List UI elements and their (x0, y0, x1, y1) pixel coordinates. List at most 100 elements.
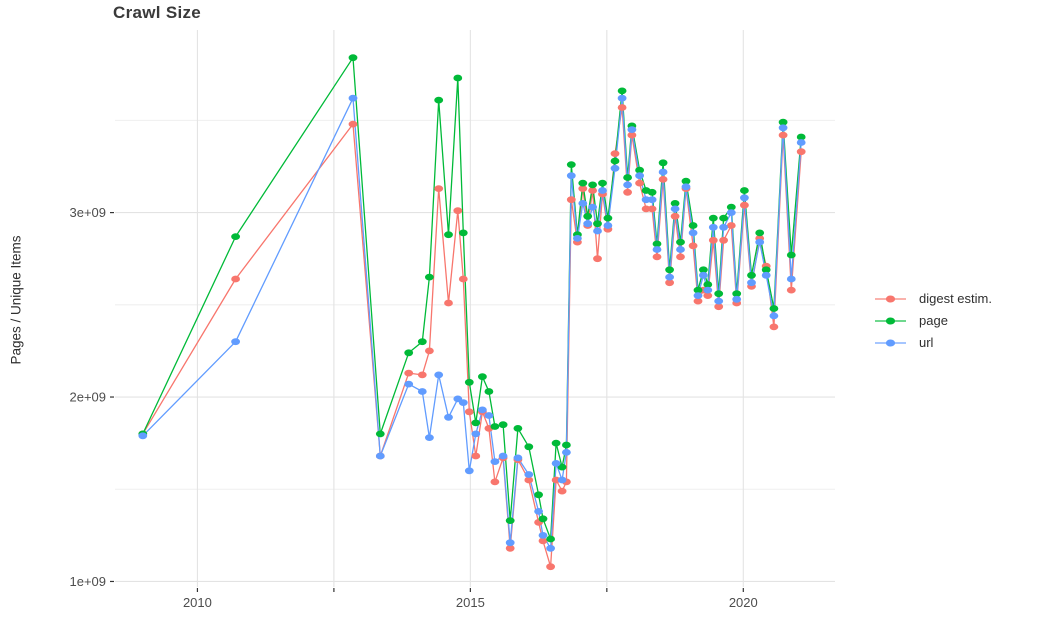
data-point (703, 281, 713, 288)
data-point (434, 371, 444, 379)
data-point (623, 188, 632, 196)
data-point (658, 176, 668, 183)
data-point (578, 179, 588, 187)
data-point (610, 150, 620, 158)
data-point (538, 515, 548, 523)
data-point (458, 399, 468, 406)
data-point (676, 253, 685, 261)
data-point (478, 406, 487, 414)
data-point (562, 449, 571, 456)
data-point (681, 177, 691, 185)
data-point (434, 96, 444, 104)
data-point (513, 425, 523, 432)
data-point (617, 87, 627, 95)
legend: digest estim. page url (874, 291, 992, 350)
data-point (603, 222, 613, 229)
data-point (598, 179, 607, 187)
data-point (546, 563, 555, 571)
data-point (647, 188, 657, 196)
data-point (703, 286, 713, 294)
data-point (348, 54, 358, 62)
data-point (444, 299, 453, 307)
y-tick-label: 1e+09 (69, 574, 106, 589)
data-point (755, 238, 765, 246)
data-point (498, 421, 508, 429)
data-point (652, 246, 662, 253)
data-point (693, 297, 703, 305)
legend-label: page (919, 313, 948, 328)
data-point (453, 74, 463, 82)
data-point (458, 229, 468, 237)
legend-item-page: page (874, 313, 992, 328)
data-point (688, 229, 698, 237)
data-point (714, 297, 724, 305)
data-point (524, 471, 534, 478)
data-point (578, 185, 588, 193)
legend-item-url: url (874, 335, 992, 350)
data-point (484, 412, 494, 419)
x-tick-label: 2020 (729, 595, 758, 610)
data-point (676, 238, 685, 246)
data-point (665, 266, 674, 274)
data-point (623, 174, 632, 181)
data-point (546, 535, 555, 543)
data-point (458, 275, 468, 283)
data-point (578, 200, 588, 207)
data-point (603, 214, 613, 222)
data-point (610, 157, 620, 165)
data-point (693, 286, 703, 294)
data-point (593, 227, 602, 235)
data-point (425, 347, 434, 355)
data-point (562, 441, 571, 449)
legend-item-digest-estim: digest estim. (874, 291, 992, 306)
data-point (534, 491, 543, 499)
data-point (719, 214, 728, 222)
data-point (588, 181, 597, 189)
data-point (719, 236, 728, 244)
data-point (498, 452, 508, 460)
data-point (505, 544, 515, 552)
data-point (699, 271, 708, 279)
data-point (566, 172, 576, 180)
data-point (505, 517, 515, 524)
series-line-digest-estim- (142, 106, 802, 568)
data-point (557, 476, 567, 484)
data-point (617, 104, 627, 111)
digest-estim-key-icon (875, 295, 906, 302)
data-point (471, 452, 481, 460)
data-point (484, 388, 494, 395)
data-point (231, 275, 241, 283)
data-point (434, 185, 444, 193)
data-point (627, 126, 637, 133)
data-point (635, 172, 644, 180)
data-point (478, 373, 487, 381)
data-point (635, 166, 644, 174)
data-point (546, 544, 555, 552)
data-point (627, 131, 637, 139)
data-point (524, 443, 534, 451)
data-point (732, 290, 742, 298)
data-point (231, 233, 241, 241)
data-point (617, 94, 627, 102)
data-point (769, 305, 779, 312)
data-point (417, 388, 427, 395)
data-point (551, 460, 561, 467)
data-point (778, 118, 788, 126)
gridlines (115, 30, 835, 587)
data-point (740, 187, 749, 194)
legend-label: digest estim. (919, 291, 992, 306)
data-point (658, 168, 668, 176)
data-point (375, 430, 385, 438)
data-point (490, 478, 500, 486)
data-point (708, 214, 718, 222)
data-point (796, 139, 806, 146)
data-point (778, 131, 788, 139)
data-point (703, 292, 713, 299)
data-point (670, 200, 680, 207)
data-point (670, 205, 680, 213)
data-point (583, 220, 593, 228)
data-point (652, 253, 662, 261)
data-point (786, 275, 796, 283)
